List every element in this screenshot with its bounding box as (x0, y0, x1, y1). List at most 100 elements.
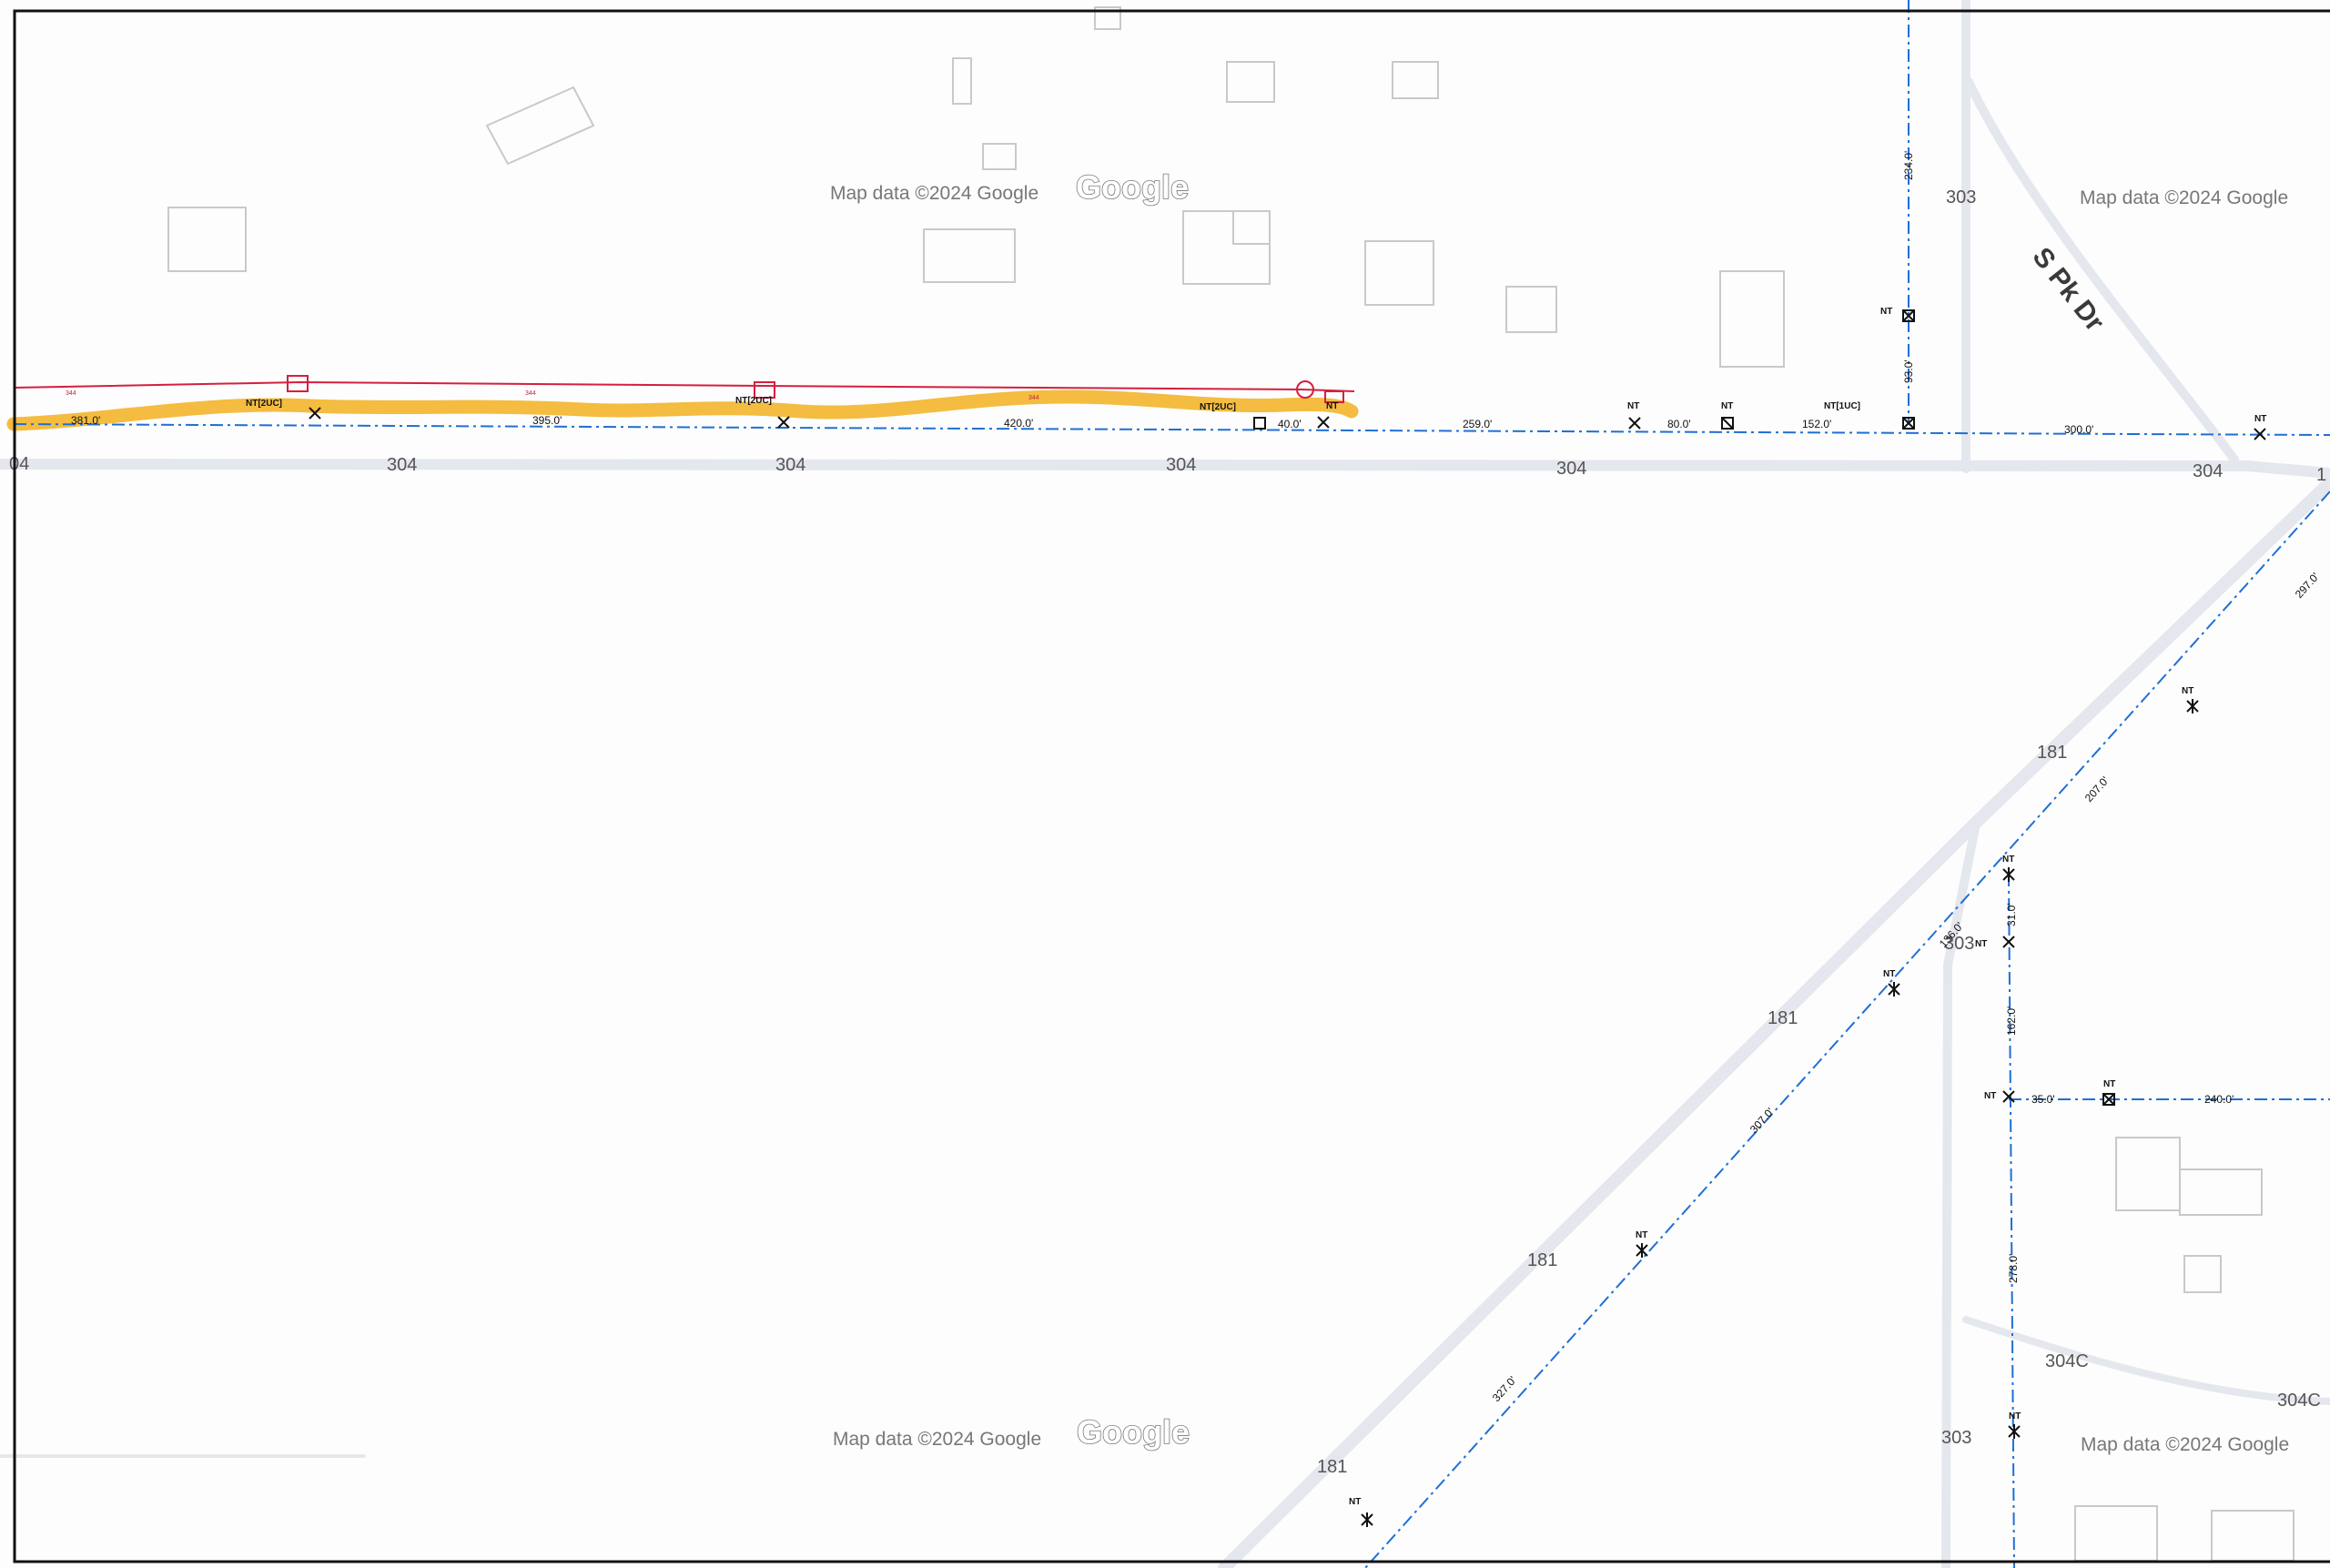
building (1719, 270, 1785, 368)
nt-label: NT (1349, 1497, 1361, 1507)
span-label: 420.0' (1004, 417, 1033, 430)
nt-label: NT (1721, 401, 1733, 411)
span-label: 278.0' (2007, 1254, 2020, 1283)
route-label-181: 181 (1768, 1008, 1798, 1028)
span-label: 234.0' (1902, 151, 1915, 180)
building (2211, 1510, 2295, 1562)
nt-label: NT (1880, 307, 1892, 317)
road-304 (0, 459, 2330, 479)
building (982, 143, 1017, 170)
map-attribution-top-left: Map data ©2024 Google Google (830, 167, 1190, 207)
nt-label: NT[2UC] (246, 399, 282, 409)
highlighted-route (6, 389, 1359, 431)
span-label: 259.0' (1463, 418, 1492, 430)
page-border (13, 9, 2330, 1563)
road-304c (1962, 1316, 2330, 1405)
proposed-line (13, 375, 1355, 403)
building (1232, 210, 1271, 245)
span-label: 395.0' (532, 414, 562, 427)
pole-marker (2002, 1090, 2015, 1103)
map-attribution-bottom-left: Map data ©2024 Google Google (833, 1412, 1190, 1452)
span-label: 93.0' (1902, 359, 1915, 383)
attribution-text: Map data ©2024 Google (2081, 1434, 2289, 1455)
building (1226, 61, 1275, 103)
proposed-box (287, 375, 309, 392)
span-label: 80.0' (1667, 418, 1691, 430)
pole-marker (2008, 1424, 2021, 1439)
nt-labels: NT[2UC] NT[2UC] NT[2UC] NT NT NT NT[1UC]… (246, 307, 2266, 1507)
box-marker (1721, 417, 1734, 430)
route-label-304c: 304C (2277, 1391, 2321, 1411)
equipment-markers (309, 309, 2266, 1527)
building (2183, 1255, 2222, 1293)
nt-label: NT (2009, 1411, 2021, 1421)
pole-marker (1888, 982, 1900, 996)
attribution-text: Map data ©2024 Google (2080, 187, 2288, 208)
building (923, 228, 1016, 283)
building (1392, 61, 1439, 99)
span-label: 240.0' (2204, 1093, 2234, 1106)
span-label: 40.0' (1278, 418, 1302, 430)
box-marker (1253, 417, 1266, 430)
building (2179, 1168, 2263, 1216)
google-logo: Google (1077, 1413, 1190, 1451)
nt-label: NT[2UC] (735, 396, 772, 406)
nt-label: NT (1984, 1091, 1996, 1101)
box-cross (1721, 309, 2115, 1106)
cable-304 (13, 423, 2330, 436)
span-label: 381.0' (71, 414, 100, 427)
pole-marker (1361, 1512, 1373, 1527)
pole-marker (777, 416, 790, 429)
building (2115, 1137, 2181, 1211)
nt-label: NT (2103, 1079, 2115, 1089)
attribution-text: Map data ©2024 Google (833, 1429, 1041, 1450)
building-footprints (167, 6, 2295, 1562)
span-label: 297.0' (2293, 571, 2322, 601)
pole-marker (1317, 416, 1330, 429)
map-attribution-top-right: Map data ©2024 Google (2080, 187, 2288, 208)
box-marker (1902, 417, 1915, 430)
span-label: 300.0' (2064, 423, 2093, 436)
cable-181 (1364, 491, 2330, 1568)
pole-marker (1636, 1243, 1648, 1258)
road-labels: 04 304 304 304 304 304 1 303 303 303 181… (9, 187, 2326, 1477)
building (2074, 1505, 2158, 1562)
road-s-pk-dr (1964, 77, 2239, 464)
nt-label: NT (1975, 939, 1987, 949)
nt-label: NT (2254, 414, 2266, 424)
route-label-303: 303 (1941, 1428, 1971, 1448)
route-label-304: 304 (2193, 461, 2223, 481)
box-marker (2102, 1093, 2115, 1106)
span-label: 327.0' (1490, 1374, 1519, 1404)
building (1505, 286, 1557, 333)
route-label-304: 304 (1556, 459, 1586, 479)
pole-marker (2002, 867, 2015, 882)
span-label: 207.0' (2082, 774, 2112, 804)
building (1364, 240, 1434, 306)
nt-label: NT (1326, 401, 1338, 411)
box-marker (1902, 309, 1915, 322)
proposed-box (1324, 390, 1344, 403)
span-labels: 381.0' 395.0' 420.0' 40.0' 259.0' 80.0' … (71, 151, 2322, 1404)
building (952, 57, 972, 105)
nt-label: NT (1636, 1230, 1647, 1240)
road-303-south (1941, 824, 1980, 1568)
pole-marker (1628, 417, 1641, 430)
route-label-304: 304 (387, 455, 417, 475)
span-label: 31.0' (2005, 903, 2018, 926)
span-label: 152.0' (1802, 418, 1831, 430)
route-label-181: 181 (1527, 1250, 1557, 1270)
route-label-303: 303 (1946, 187, 1976, 207)
map-attribution-bottom-right: Map data ©2024 Google (2081, 1434, 2289, 1455)
proposed-label: 344 (1028, 395, 1039, 401)
route-label-304c: 304C (2045, 1351, 2089, 1371)
cable-303-south (2008, 873, 2015, 1568)
route-label-181: 181 (1317, 1457, 1347, 1477)
proposed-line-path (13, 380, 1355, 392)
span-label: 307.0' (1748, 1106, 1777, 1136)
span-label: 35.0' (2031, 1093, 2055, 1106)
pole-marker (2254, 428, 2266, 440)
